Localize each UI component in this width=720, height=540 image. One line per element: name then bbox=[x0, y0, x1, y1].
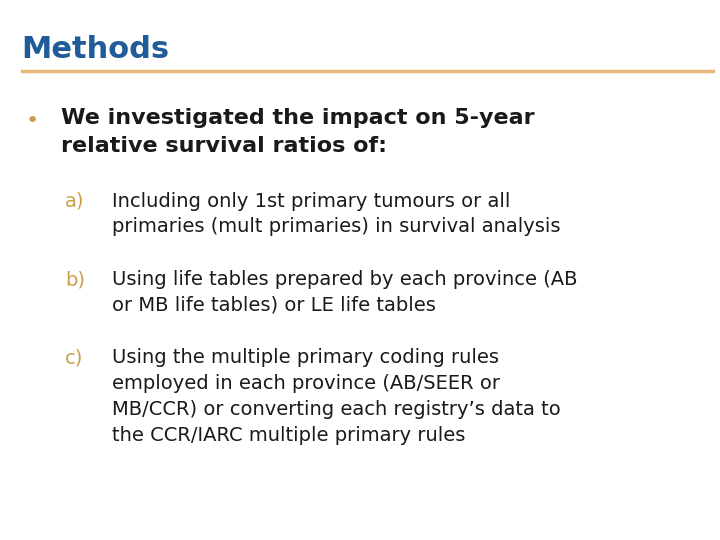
Text: Using the multiple primary coding rules
employed in each province (AB/SEER or
MB: Using the multiple primary coding rules … bbox=[112, 348, 560, 444]
Text: c): c) bbox=[65, 348, 84, 367]
Text: Including only 1st primary tumours or all
primaries (mult primaries) in survival: Including only 1st primary tumours or al… bbox=[112, 192, 560, 237]
Text: a): a) bbox=[65, 192, 84, 211]
Text: relative survival ratios of:: relative survival ratios of: bbox=[61, 136, 387, 156]
Text: Methods: Methods bbox=[22, 35, 170, 64]
Text: Using life tables prepared by each province (AB
or MB life tables) or LE life ta: Using life tables prepared by each provi… bbox=[112, 270, 577, 315]
Text: •: • bbox=[25, 111, 38, 131]
Text: b): b) bbox=[65, 270, 85, 289]
Text: We investigated the impact on 5-year: We investigated the impact on 5-year bbox=[61, 108, 535, 128]
